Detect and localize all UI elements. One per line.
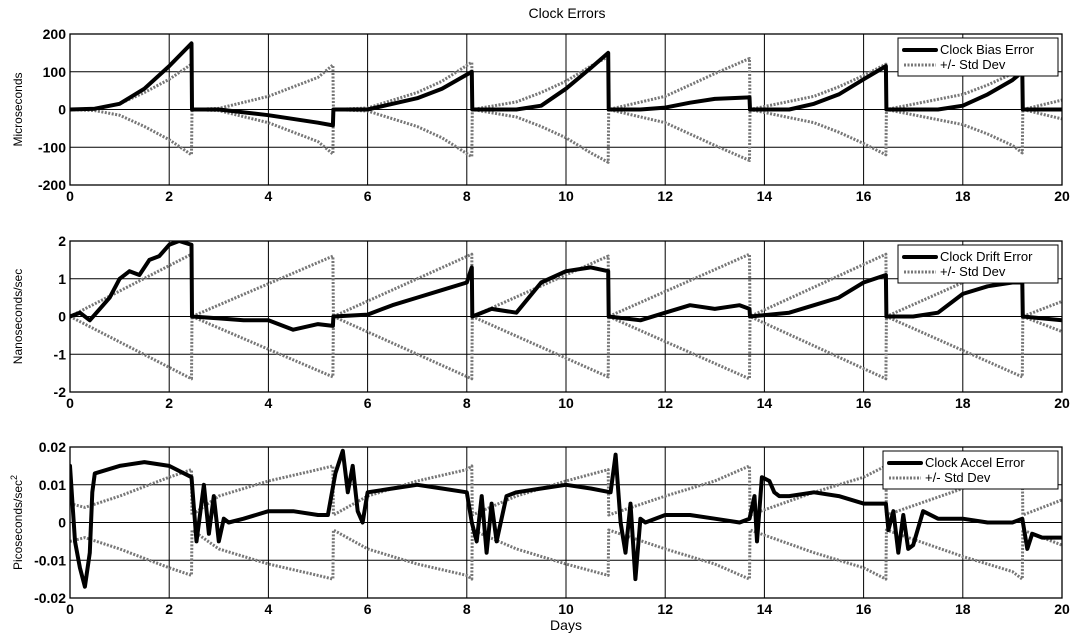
y-tick-label: -1	[54, 346, 67, 362]
x-tick-label: 14	[757, 601, 773, 617]
legend-entry-label: +/- Std Dev	[925, 470, 991, 485]
y-axis-label: Nanoseconds/sec	[11, 269, 25, 364]
x-tick-label: 16	[856, 188, 872, 204]
x-tick-label: 16	[856, 601, 872, 617]
x-tick-label: 0	[66, 188, 74, 204]
y-axis-label: Microseconds	[11, 72, 25, 146]
x-axis-label: Days	[550, 617, 582, 633]
x-tick-label: 18	[955, 188, 971, 204]
y-tick-label: 200	[43, 26, 67, 42]
y-tick-label: -100	[38, 139, 66, 155]
y-tick-label: 2	[58, 233, 66, 249]
subplot-1: 0 2 4 6 8 10 12 14 16 18 20 -200 -100 0 100 200 Microsec…	[11, 26, 1070, 204]
x-tick-label: 8	[463, 601, 471, 617]
x-tick-label: 20	[1054, 188, 1070, 204]
x-tick-label: 18	[955, 395, 971, 411]
y-tick-label: 0.01	[39, 477, 66, 493]
x-tick-label: 6	[364, 188, 372, 204]
subplot-3: 0 2 4 6 8 10 12 14 16 18 20 -0.02 -0.01 0 0.01 0.02 Pico…	[9, 439, 1070, 633]
y-tick-label: -2	[54, 384, 67, 400]
x-tick-label: 2	[165, 188, 173, 204]
legend: Clock Accel Error+/- Std Dev	[883, 451, 1058, 489]
figure-title: Clock Errors	[528, 5, 605, 21]
x-tick-label: 4	[265, 395, 273, 411]
x-tick-label: 18	[955, 601, 971, 617]
x-tick-label: 4	[265, 601, 273, 617]
x-tick-label: 8	[463, 395, 471, 411]
x-tick-label: 2	[165, 395, 173, 411]
y-tick-label: 0	[58, 102, 66, 118]
subplot-2: 0 2 4 6 8 10 12 14 16 18 20-2-1012Nanoseconds/secC…	[11, 233, 1070, 411]
x-tick-label: 12	[657, 601, 673, 617]
x-tick-label: 2	[165, 601, 173, 617]
y-tick-label: 100	[43, 64, 67, 80]
x-tick-label: 12	[657, 188, 673, 204]
legend-entry-label: Clock Bias Error	[940, 42, 1035, 57]
legend-entry-label: +/- Std Dev	[940, 57, 1006, 72]
x-tick-label: 12	[657, 395, 673, 411]
legend: Clock Bias Error+/- Std Dev	[898, 38, 1058, 76]
legend: Clock Drift Error+/- Std Dev	[898, 245, 1058, 283]
y-tick-label: 0	[58, 515, 66, 531]
x-tick-label: 8	[463, 188, 471, 204]
legend-entry-label: +/- Std Dev	[940, 264, 1006, 279]
x-tick-label: 14	[757, 395, 773, 411]
x-tick-label: 20	[1054, 601, 1070, 617]
y-tick-label: 0.02	[39, 439, 66, 455]
x-tick-label: 0	[66, 601, 74, 617]
x-tick-label: 4	[265, 188, 273, 204]
x-tick-label: 10	[558, 188, 574, 204]
x-tick-label: 0	[66, 395, 74, 411]
y-tick-label: 0	[58, 309, 66, 325]
legend-entry-label: Clock Accel Error	[925, 455, 1025, 470]
x-tick-label: 10	[558, 601, 574, 617]
x-tick-label: 10	[558, 395, 574, 411]
y-tick-label: -0.01	[34, 552, 66, 568]
x-tick-label: 20	[1054, 395, 1070, 411]
x-tick-label: 6	[364, 395, 372, 411]
x-tick-label: 16	[856, 395, 872, 411]
x-tick-label: 6	[364, 601, 372, 617]
y-tick-label: -200	[38, 177, 66, 193]
x-tick-label: 14	[757, 188, 773, 204]
y-tick-label: -0.02	[34, 590, 66, 606]
y-axis-label: Picoseconds/sec2	[9, 475, 25, 570]
y-tick-label: 1	[58, 271, 66, 287]
legend-entry-label: Clock Drift Error	[940, 249, 1033, 264]
